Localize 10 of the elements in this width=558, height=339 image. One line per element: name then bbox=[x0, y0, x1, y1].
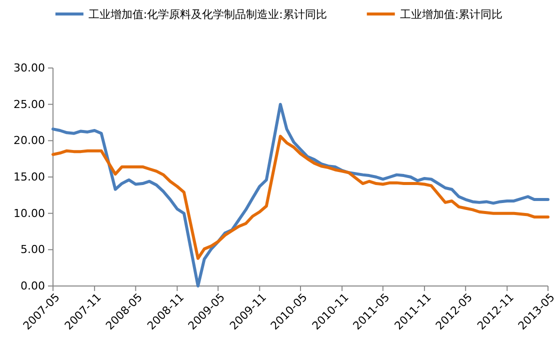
legend-label: 工业增加值:化学原料及化学制品制造业:累计同比 bbox=[88, 8, 327, 21]
y-tick-label: 20.00 bbox=[14, 134, 45, 148]
y-tick-label: 10.00 bbox=[14, 206, 45, 220]
y-tick-label: 30.00 bbox=[14, 62, 45, 75]
y-tick-label: 25.00 bbox=[14, 98, 45, 111]
y-tick-label: 0.00 bbox=[20, 280, 45, 293]
y-tick-label: 15.00 bbox=[14, 170, 45, 184]
y-tick-label: 5.00 bbox=[20, 243, 45, 256]
line-series bbox=[52, 134, 550, 260]
legend-label: 工业增加值:累计同比 bbox=[400, 8, 503, 21]
